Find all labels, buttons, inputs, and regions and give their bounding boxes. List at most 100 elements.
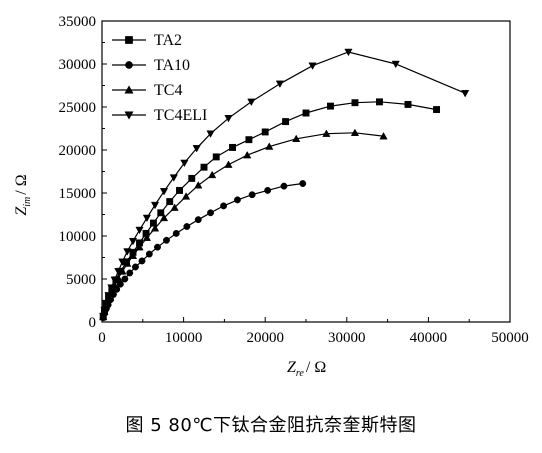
data-point-ta10 (234, 196, 241, 204)
data-point-tc4 (322, 129, 331, 137)
series-ta2 (99, 98, 441, 321)
x-axis-title: Zre / Ω (287, 359, 326, 379)
series-tc4eli (99, 48, 470, 321)
legend-label-tc4: TC4 (154, 82, 182, 99)
data-point-tc4 (128, 251, 138, 259)
x-axis-title-sub: re (296, 368, 305, 379)
y-tick-label: 10000 (59, 229, 97, 245)
data-point-ta10 (264, 186, 272, 194)
data-point-legend-ta2 (125, 36, 133, 44)
legend-item-ta10: TA10 (112, 57, 190, 74)
data-point-ta2 (302, 109, 310, 117)
y-tick-label: 20000 (59, 143, 97, 159)
y-tick-label: 15000 (59, 186, 97, 202)
data-point-ta10 (121, 275, 129, 283)
legend-item-tc4eli: TC4ELI (112, 107, 207, 124)
data-point-tc4eli (110, 276, 119, 285)
x-axis-title-main: Z (287, 359, 297, 376)
legend-item-tc4: TC4 (112, 82, 182, 99)
axis-ticks: 0 10000 20000 30000 40000 50000 0 5000 10000 1500… (59, 14, 529, 346)
y-tick-label: 35000 (59, 14, 97, 30)
data-point-ta10 (126, 269, 134, 277)
data-point-tc4 (135, 242, 144, 251)
data-point-ta2 (327, 102, 334, 110)
series-line-tc4 (102, 132, 384, 317)
data-point-ta2 (282, 118, 290, 126)
series-layer (99, 48, 470, 322)
legend-label-tc4eli: TC4ELI (154, 107, 207, 124)
data-point-tc4eli (100, 306, 109, 315)
data-point-ta2 (375, 98, 383, 106)
data-point-ta2 (200, 163, 208, 171)
data-point-tc4eli (206, 130, 215, 138)
data-point-tc4eli (142, 214, 151, 223)
legend: TA2 TA10 TC4 TC4ELI (112, 32, 207, 124)
figure-caption: 图 5 80℃下钛合金阻抗奈奎斯特图 (125, 415, 417, 436)
data-point-tc4eli (461, 90, 470, 98)
legend-label-ta10: TA10 (154, 57, 190, 74)
data-point-tc4eli (123, 248, 132, 256)
data-point-tc4eli (275, 80, 284, 88)
data-point-ta10 (207, 209, 214, 217)
data-point-ta10 (138, 257, 146, 265)
data-point-tc4 (150, 224, 160, 232)
data-point-ta2 (166, 198, 174, 206)
data-point-tc4 (123, 259, 132, 267)
data-point-ta10 (299, 180, 307, 187)
data-point-tc4eli (99, 312, 108, 321)
data-point-tc4 (142, 233, 151, 241)
y-tick-label: 30000 (59, 57, 97, 73)
series-line-ta2 (102, 101, 437, 317)
data-point-ta2 (188, 174, 196, 182)
data-point-ta10 (194, 216, 202, 224)
data-point-tc4 (243, 150, 252, 159)
data-point-tc4eli (247, 98, 256, 107)
legend-item-ta2: TA2 (112, 32, 182, 49)
x-tick-label: 10000 (165, 330, 203, 346)
data-point-tc4eli (159, 188, 169, 196)
x-axis-title-unit: / Ω (306, 359, 326, 376)
data-point-tc4eli (344, 48, 353, 57)
data-point-tc4eli (224, 114, 233, 123)
data-point-tc4eli (101, 299, 111, 308)
data-point-ta10 (280, 182, 288, 190)
data-point-ta2 (229, 143, 237, 151)
data-point-tc4 (208, 170, 217, 179)
data-point-ta2 (433, 106, 441, 114)
data-point-ta10 (172, 229, 180, 237)
x-tick-label: 40000 (410, 330, 448, 346)
data-point-tc4eli (104, 292, 113, 300)
data-point-tc4 (265, 142, 274, 150)
data-point-ta2 (212, 153, 220, 161)
data-point-tc4eli (118, 258, 127, 266)
data-point-ta2 (157, 209, 165, 217)
data-point-ta2 (245, 136, 253, 144)
legend-label-ta2: TA2 (154, 32, 182, 49)
data-point-ta2 (404, 100, 412, 108)
x-tick-label: 30000 (328, 330, 366, 346)
y-tick-label: 0 (89, 315, 97, 331)
data-point-ta10 (183, 223, 191, 230)
data-point-tc4 (181, 192, 191, 200)
data-point-ta10 (220, 202, 228, 210)
data-point-legend-ta10 (125, 61, 133, 69)
data-point-tc4 (350, 128, 360, 136)
data-point-tc4eli (192, 145, 201, 153)
data-point-tc4 (194, 181, 203, 189)
y-tick-label: 5000 (66, 272, 96, 288)
data-point-tc4eli (107, 284, 116, 292)
data-point-legend-tc4eli (124, 111, 134, 120)
data-point-tc4 (170, 203, 179, 211)
y-axis-title-sub: im (22, 197, 33, 207)
y-axis-title-main: Z (13, 206, 30, 216)
data-point-ta10 (145, 250, 153, 258)
data-point-tc4eli (150, 201, 160, 210)
data-point-tc4eli (391, 60, 400, 69)
data-point-tc4eli (135, 226, 144, 235)
y-axis-title: Zim / Ω (13, 174, 33, 215)
data-point-tc4 (292, 134, 301, 143)
data-point-tc4 (379, 132, 388, 140)
data-point-tc4eli (128, 237, 138, 246)
